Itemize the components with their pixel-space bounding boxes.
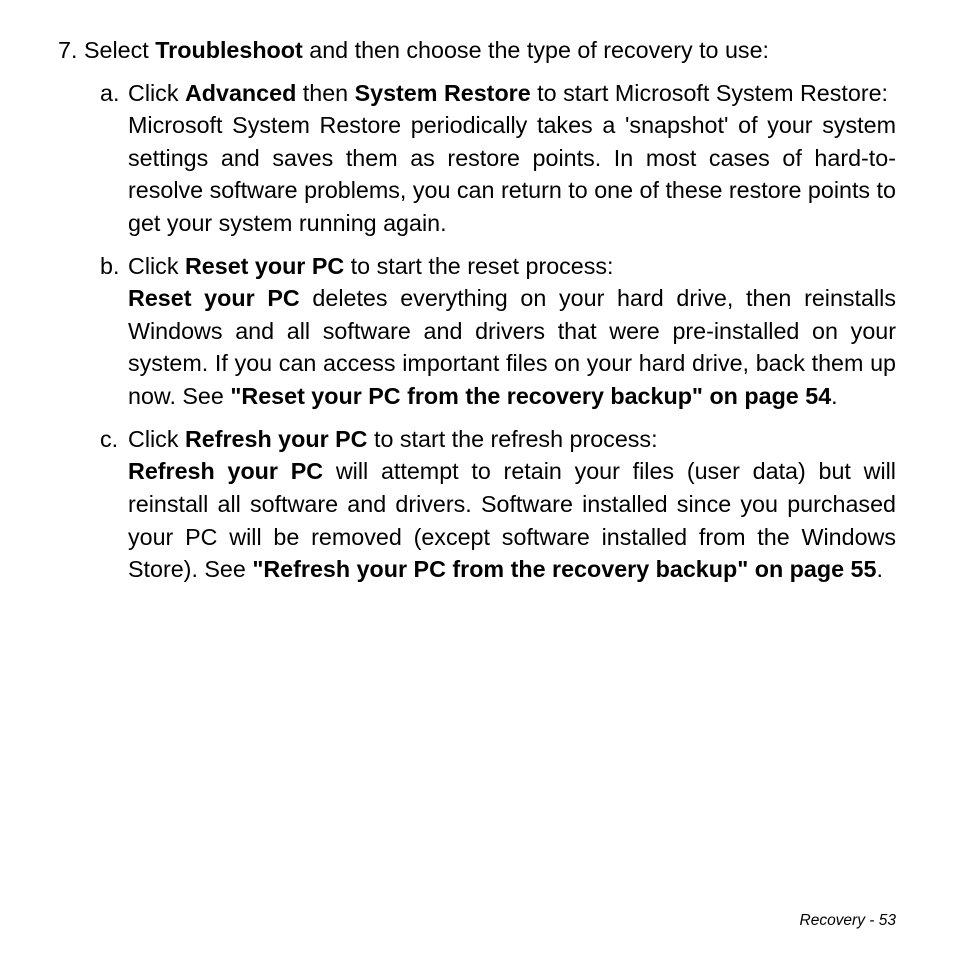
item-b-p1-post: to start the reset process: bbox=[344, 253, 613, 279]
item-b-p1-pre: Click bbox=[128, 253, 185, 279]
step-7-intro-post: and then choose the type of recovery to … bbox=[303, 37, 769, 63]
item-a-p1-b2: System Restore bbox=[355, 80, 531, 106]
step-7-intro-pre: Select bbox=[84, 37, 155, 63]
item-c-p2-b2: "Refresh your PC from the recovery backu… bbox=[252, 556, 876, 582]
item-a-p1-mid: then bbox=[296, 80, 354, 106]
item-a-p1-b1: Advanced bbox=[185, 80, 296, 106]
item-a-p2: Microsoft System Restore periodically ta… bbox=[128, 109, 896, 239]
item-c-body: Click Refresh your PC to start the refre… bbox=[128, 423, 896, 586]
step-7: 7. Select Troubleshoot and then choose t… bbox=[58, 34, 896, 596]
item-b-p2-b2: "Reset your PC from the recovery backup"… bbox=[230, 383, 831, 409]
sub-list: a. Click Advanced then System Restore to… bbox=[84, 77, 896, 586]
item-b-marker: b. bbox=[100, 250, 128, 413]
item-c-p2-b1: Refresh your PC bbox=[128, 458, 323, 484]
item-b-p1-b1: Reset your PC bbox=[185, 253, 344, 279]
step-7-intro-bold: Troubleshoot bbox=[155, 37, 303, 63]
footer-page-number: 53 bbox=[879, 912, 896, 929]
item-b-p2: Reset your PC deletes everything on your… bbox=[128, 282, 896, 412]
step-7-body: Select Troubleshoot and then choose the … bbox=[84, 34, 896, 596]
item-a-marker: a. bbox=[100, 77, 128, 240]
page: 7. Select Troubleshoot and then choose t… bbox=[0, 0, 954, 954]
item-b-body: Click Reset your PC to start the reset p… bbox=[128, 250, 896, 413]
item-a-p1-post: to start Microsoft System Restore: bbox=[531, 80, 888, 106]
item-b-p2-b1: Reset your PC bbox=[128, 285, 300, 311]
item-c-p1-b1: Refresh your PC bbox=[185, 426, 368, 452]
item-a: a. Click Advanced then System Restore to… bbox=[100, 77, 896, 240]
item-c-marker: c. bbox=[100, 423, 128, 586]
item-a-p1: Click Advanced then System Restore to st… bbox=[128, 77, 896, 110]
item-c-p1-pre: Click bbox=[128, 426, 185, 452]
item-b: b. Click Reset your PC to start the rese… bbox=[100, 250, 896, 413]
item-c-p2: Refresh your PC will attempt to retain y… bbox=[128, 455, 896, 585]
step-7-marker: 7. bbox=[58, 34, 84, 596]
footer-section: Recovery - bbox=[800, 912, 879, 929]
item-a-p1-pre: Click bbox=[128, 80, 185, 106]
item-c: c. Click Refresh your PC to start the re… bbox=[100, 423, 896, 586]
item-c-p1-post: to start the refresh process: bbox=[368, 426, 658, 452]
item-b-p2-post: . bbox=[831, 383, 837, 409]
item-b-p1: Click Reset your PC to start the reset p… bbox=[128, 250, 896, 283]
item-a-body: Click Advanced then System Restore to st… bbox=[128, 77, 896, 240]
item-c-p2-post: . bbox=[876, 556, 882, 582]
item-c-p1: Click Refresh your PC to start the refre… bbox=[128, 423, 896, 456]
page-footer: Recovery - 53 bbox=[800, 912, 897, 930]
